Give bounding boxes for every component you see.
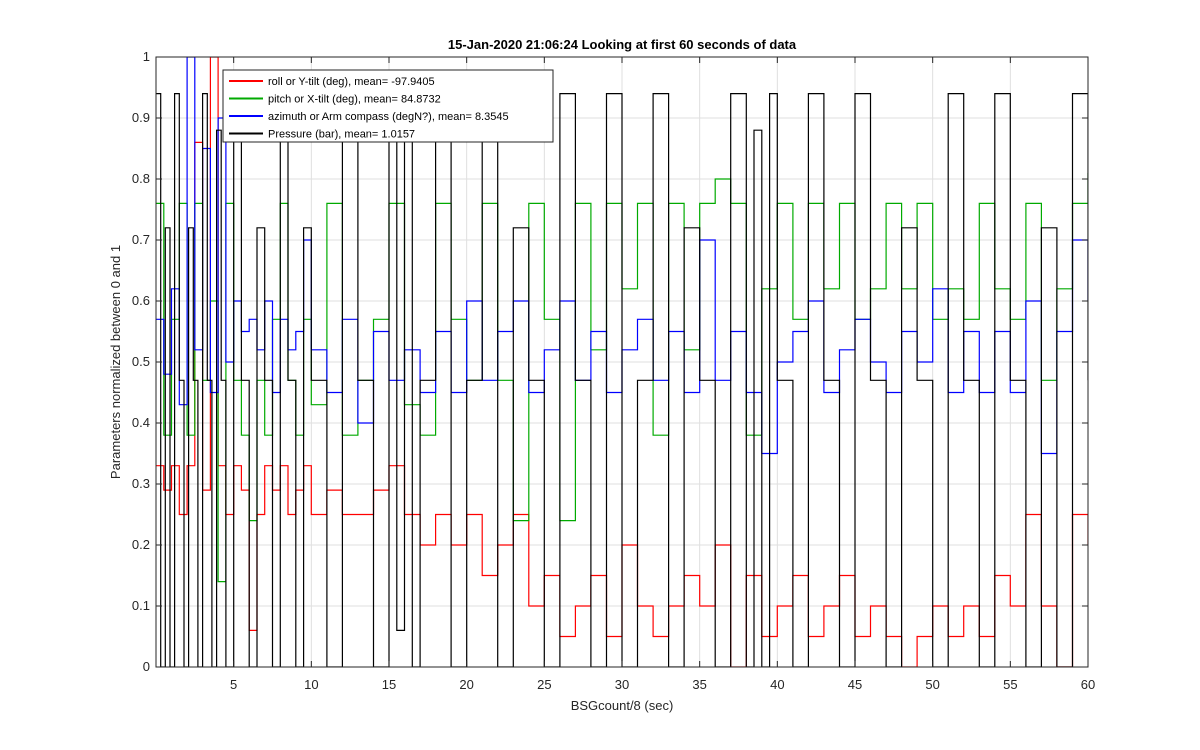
y-tick-label: 0.2	[132, 537, 150, 552]
x-tick-label: 20	[459, 677, 473, 692]
y-tick-label: 0.7	[132, 232, 150, 247]
x-tick-label: 30	[615, 677, 629, 692]
y-tick-label: 0.5	[132, 354, 150, 369]
y-tick-label: 0.8	[132, 171, 150, 186]
y-tick-label: 0.4	[132, 415, 150, 430]
series-line-3	[156, 93, 1088, 667]
legend-entry: pitch or X-tilt (deg), mean= 84.8732	[268, 94, 441, 106]
x-tick-label: 45	[848, 677, 862, 692]
y-tick-label: 0.9	[132, 110, 150, 125]
x-tick-label: 55	[1003, 677, 1017, 692]
y-tick-label: 0.3	[132, 476, 150, 491]
x-tick-label: 25	[537, 677, 551, 692]
series-line-2	[156, 57, 1088, 455]
legend-entry: roll or Y-tilt (deg), mean= -97.9405	[268, 76, 435, 88]
x-tick-label: 5	[230, 677, 237, 692]
x-tick-label: 40	[770, 677, 784, 692]
x-tick-label: 10	[304, 677, 318, 692]
y-tick-label: 1	[143, 49, 150, 64]
x-tick-label: 50	[925, 677, 939, 692]
x-tick-label: 15	[382, 677, 396, 692]
legend-entry: Pressure (bar), mean= 1.0157	[268, 129, 415, 141]
y-tick-label: 0	[143, 659, 150, 674]
x-tick-label: 35	[692, 677, 706, 692]
y-tick-label: 0.1	[132, 598, 150, 613]
legend-entry: azimuth or Arm compass (degN?), mean= 8.…	[268, 111, 509, 123]
data-series	[156, 57, 1088, 667]
x-axis-label: BSGcount/8 (sec)	[571, 698, 674, 713]
chart-title: 15-Jan-2020 21:06:24 Looking at first 60…	[448, 37, 797, 52]
y-tick-label: 0.6	[132, 293, 150, 308]
x-tick-label: 60	[1081, 677, 1095, 692]
axis-ticks: 5 10 15 20 25 30 35 40 45 50 55 60 0 0.1 0.2 0.3 0.4 0.5 0…	[132, 49, 1095, 692]
legend-box	[222, 69, 554, 143]
y-axis-label: Parameters normalized between 0 and 1	[108, 245, 123, 479]
legend: roll or Y-tilt (deg), mean= -97.9405 pitc…	[222, 69, 554, 143]
